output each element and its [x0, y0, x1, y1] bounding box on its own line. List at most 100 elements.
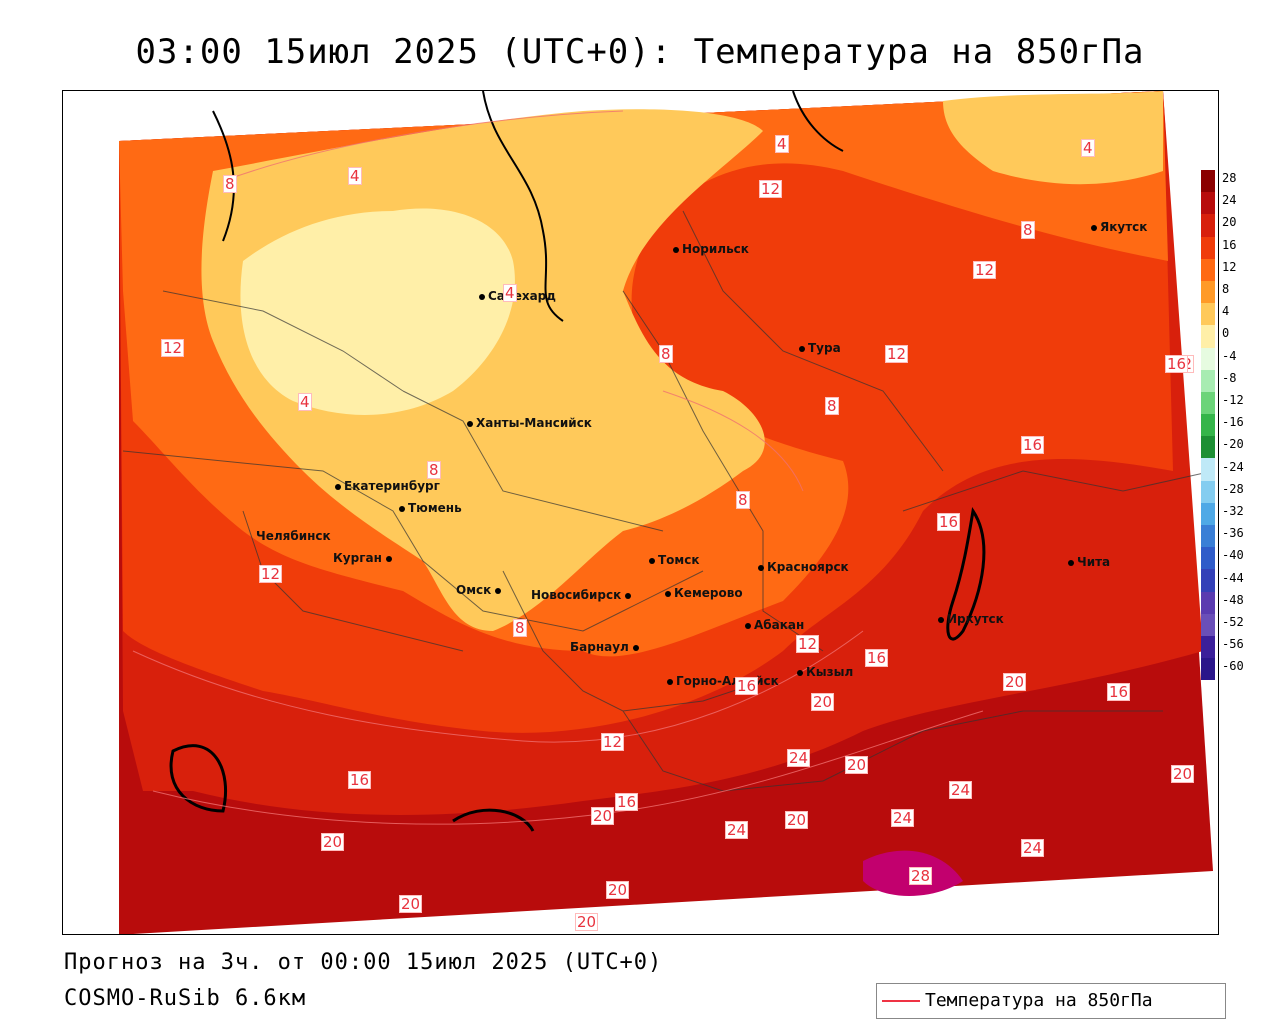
colorbar-cell [1201, 436, 1215, 459]
city-dot-icon [467, 420, 473, 427]
city-dot-icon [633, 644, 640, 651]
city-dot-icon [1091, 224, 1097, 231]
contour-label: 12 [601, 733, 625, 751]
contour-label: 24 [891, 809, 915, 827]
contour-label: 16 [937, 513, 961, 531]
city-marker: Кемерово [665, 586, 743, 600]
colorbar-tick-label: 12 [1222, 259, 1237, 274]
city-name: Чита [1077, 555, 1111, 569]
city-marker: Чита [1068, 555, 1110, 569]
contour-label: 20 [591, 807, 615, 825]
city-dot-icon [665, 590, 671, 597]
colorbar-tick-label: -12 [1222, 393, 1244, 407]
city-dot-icon [649, 557, 655, 564]
contour-label: 12 [759, 180, 783, 198]
colorbar-tick-label: 16 [1222, 237, 1237, 252]
city-marker: Томск [649, 553, 700, 567]
city-name: Томск [658, 553, 700, 567]
city-marker: Кызыл [797, 665, 853, 679]
contour-label: 12 [259, 565, 283, 583]
city-name: Ханты-Мансийск [476, 416, 592, 430]
colorbar-cell [1201, 391, 1215, 415]
colorbar-cell [1201, 214, 1215, 237]
contour-label: 20 [575, 913, 599, 931]
city-name: Абакан [754, 618, 805, 632]
colorbar-tick-label: 8 [1222, 282, 1230, 296]
contour-label: 16 [1165, 355, 1189, 373]
colorbar-tick-label: -48 [1222, 592, 1244, 607]
colorbar-cell [1201, 480, 1215, 503]
colorbar-cell [1201, 525, 1215, 548]
colorbar-tick-label: 20 [1222, 215, 1237, 230]
city-dot-icon [479, 293, 485, 300]
colorbar-cell [1201, 547, 1215, 570]
city-marker: Омск [456, 583, 504, 597]
colorbar-tick-label: 28 [1222, 171, 1237, 185]
contour-label: 8 [427, 461, 441, 479]
colorbar-tick-label: -24 [1222, 459, 1244, 474]
contour-label: 4 [775, 135, 789, 153]
contour-label: 16 [615, 793, 639, 811]
city-dot-icon [1068, 559, 1074, 566]
city-name: Кемерово [674, 586, 743, 600]
colorbar-tick-label: -8 [1222, 370, 1237, 385]
temperature-colorbar [1201, 170, 1215, 681]
forecast-info: Прогноз на 3ч. от 00:00 15июл 2025 (UTC+… [64, 950, 663, 975]
city-name: Омск [456, 583, 492, 597]
colorbar-cell [1201, 502, 1215, 525]
contour-label: 8 [825, 397, 839, 415]
contour-label: 20 [606, 881, 630, 899]
colorbar-tick-label: 24 [1222, 193, 1237, 208]
temperature-field [119, 91, 1214, 934]
colorbar-tick-label: -60 [1222, 659, 1244, 674]
colorbar-cell [1201, 569, 1215, 592]
map-legend: Температура на 850гПа [876, 983, 1226, 1019]
city-name: Горно-Алтайск [676, 674, 779, 688]
contour-label: 8 [513, 619, 527, 637]
colorbar-cell [1201, 347, 1215, 370]
city-dot-icon [797, 669, 803, 676]
colorbar-cell [1201, 303, 1215, 326]
city-name: Салехард [488, 289, 556, 303]
map-title: 03:00 15июл 2025 (UTC+0): Температура на… [135, 32, 1145, 72]
contour-label: 4 [298, 393, 312, 411]
contour-label: 4 [1081, 139, 1095, 157]
city-name: Иркутск [947, 612, 1004, 626]
city-marker: Якутск [1091, 220, 1147, 234]
contour-label: 24 [725, 821, 749, 839]
city-marker: Иркутск [938, 612, 1004, 626]
contour-label: 20 [1003, 673, 1027, 691]
contour-label: 24 [1021, 839, 1045, 857]
city-marker: Абакан [745, 618, 804, 632]
colorbar-cell [1201, 635, 1215, 659]
contour-label: 16 [1021, 436, 1045, 454]
colorbar-cell [1201, 414, 1215, 437]
city-dot-icon [399, 505, 405, 512]
city-name: Тюмень [408, 501, 462, 515]
city-marker: Новосибирск [531, 588, 634, 602]
city-marker: Горно-Алтайск [667, 674, 779, 688]
contour-label: 12 [796, 635, 820, 653]
contour-label: 20 [399, 895, 423, 913]
contour-label: 20 [845, 756, 869, 774]
colorbar-tick-label: -28 [1222, 481, 1244, 496]
temperature-map[interactable]: Норильск Якутск Салехард Тура Ханты-Манс… [62, 90, 1219, 935]
contour-label: 16 [348, 771, 372, 789]
colorbar-cell [1201, 280, 1215, 304]
colorbar-cell [1201, 591, 1215, 614]
contour-label: 12 [885, 345, 909, 363]
contour-label: 4 [348, 167, 362, 185]
colorbar-cell [1201, 325, 1215, 348]
contour-label: 16 [865, 649, 889, 667]
city-name: Екатеринбург [344, 479, 440, 493]
colorbar-cell [1201, 258, 1215, 281]
city-dot-icon [495, 587, 502, 594]
city-dot-icon [667, 678, 673, 685]
contour-label: 8 [659, 345, 673, 363]
contour-label: 8 [223, 175, 237, 193]
colorbar-cell [1201, 170, 1215, 193]
colorbar-tick-label: -44 [1222, 570, 1244, 585]
colorbar-cell [1201, 458, 1215, 481]
city-marker: Ханты-Мансийск [467, 416, 592, 430]
colorbar-tick-label: -36 [1222, 526, 1244, 541]
